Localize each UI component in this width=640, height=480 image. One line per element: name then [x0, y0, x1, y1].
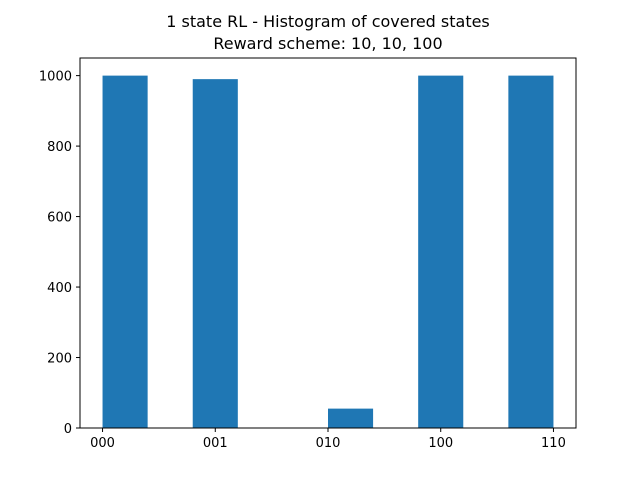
bar-4	[508, 75, 554, 428]
bars-group	[102, 75, 554, 429]
y-axis: 0 200 400 600 800 1000	[39, 70, 80, 437]
plot-frame	[79, 57, 577, 429]
x-tick-label-2: 010	[316, 436, 341, 451]
bar-0	[102, 75, 148, 428]
x-tick-label-1: 001	[203, 436, 228, 451]
y-tick-label-4: 800	[47, 140, 72, 155]
x-axis: 000 001 010 100 110	[90, 428, 566, 451]
bar-2	[328, 408, 374, 428]
x-tick-label-3: 100	[428, 436, 453, 451]
chart-title: 1 state RL - Histogram of covered states	[166, 12, 490, 31]
y-tick-label-5: 1000	[39, 70, 72, 85]
y-tick-label-2: 400	[47, 281, 72, 296]
y-tick-label-1: 200	[47, 352, 72, 367]
y-tick-label-0: 0	[64, 422, 72, 437]
bar-1	[192, 79, 238, 429]
bar-3	[418, 75, 464, 428]
x-tick-label-0: 000	[90, 436, 115, 451]
y-tick-label-3: 600	[47, 211, 72, 226]
x-tick-label-4: 110	[541, 436, 566, 451]
chart-subtitle: Reward scheme: 10, 10, 100	[213, 34, 442, 53]
